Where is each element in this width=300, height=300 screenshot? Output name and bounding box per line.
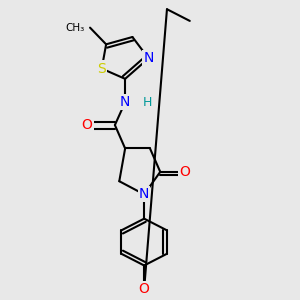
Text: N: N — [139, 188, 149, 201]
Text: O: O — [82, 118, 92, 132]
Text: H: H — [142, 96, 152, 109]
Text: O: O — [139, 282, 150, 296]
Text: O: O — [179, 165, 190, 179]
Text: CH₃: CH₃ — [65, 22, 84, 33]
Text: N: N — [143, 51, 154, 65]
Text: N: N — [120, 95, 130, 109]
Text: S: S — [98, 61, 106, 76]
